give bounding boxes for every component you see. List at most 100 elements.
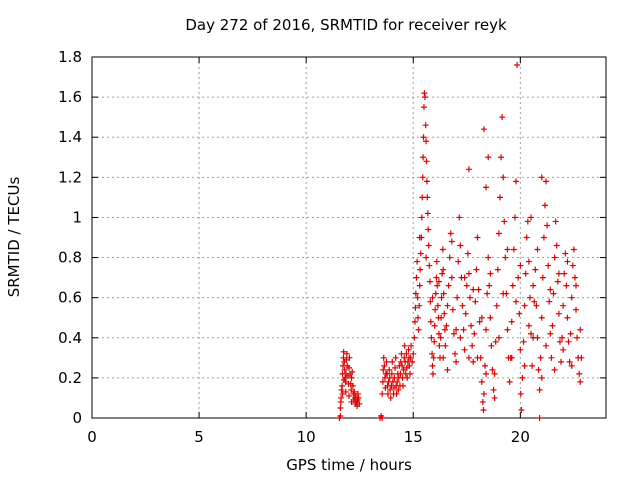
- data-point: [424, 194, 431, 201]
- data-point: [419, 194, 426, 201]
- data-point: [498, 154, 505, 161]
- data-point: [338, 394, 345, 401]
- data-point: [407, 354, 414, 361]
- data-point: [429, 294, 436, 301]
- data-point: [522, 270, 529, 277]
- data-point: [424, 210, 431, 217]
- data-point: [414, 314, 421, 321]
- data-point: [429, 370, 436, 377]
- data-point: [558, 358, 565, 365]
- data-point: [346, 392, 352, 399]
- data-point: [483, 326, 490, 333]
- data-point: [346, 354, 353, 361]
- data-point: [546, 298, 553, 305]
- data-point: [389, 358, 396, 365]
- data-point: [399, 382, 406, 389]
- data-point: [486, 282, 493, 289]
- data-point: [509, 282, 516, 289]
- data-point: [519, 374, 526, 381]
- data-point: [423, 158, 430, 165]
- data-point: [562, 250, 569, 257]
- data-point: [550, 290, 557, 297]
- data-point: [465, 166, 472, 173]
- data-point: [413, 274, 420, 281]
- data-point: [339, 382, 346, 389]
- data-point: [378, 412, 385, 419]
- data-point: [394, 378, 401, 385]
- data-point: [570, 246, 577, 253]
- data-point: [485, 154, 492, 161]
- data-point: [425, 226, 432, 233]
- data-point: [446, 254, 453, 261]
- data-point: [476, 318, 483, 325]
- data-point: [514, 62, 521, 69]
- data-point: [348, 398, 355, 405]
- data-point: [573, 306, 580, 313]
- data-point: [547, 286, 554, 293]
- x-tick-label: 10: [297, 428, 316, 446]
- data-point: [495, 334, 502, 341]
- data-point: [444, 302, 451, 309]
- data-point: [472, 298, 479, 305]
- data-point: [379, 390, 386, 397]
- data-point: [504, 246, 511, 253]
- data-point: [411, 318, 418, 325]
- data-point: [473, 266, 480, 273]
- y-tick-label: 0.4: [58, 329, 82, 347]
- data-point: [517, 346, 524, 353]
- data-point: [495, 230, 502, 237]
- data-point: [554, 278, 561, 285]
- data-point: [337, 404, 344, 411]
- data-point: [520, 338, 527, 345]
- data-points: [336, 62, 585, 421]
- data-point: [534, 246, 541, 253]
- data-point: [387, 394, 394, 401]
- data-point: [528, 214, 535, 221]
- data-point: [577, 326, 584, 333]
- data-point: [435, 278, 442, 285]
- data-point: [349, 368, 356, 375]
- data-point: [340, 376, 347, 383]
- data-point: [480, 126, 487, 133]
- data-point: [349, 382, 356, 389]
- data-point: [521, 362, 528, 369]
- data-point: [533, 302, 540, 309]
- data-point: [516, 310, 523, 317]
- data-point: [397, 370, 404, 377]
- data-point: [461, 346, 468, 353]
- data-point: [556, 338, 563, 345]
- data-point: [392, 354, 399, 361]
- data-point: [481, 362, 488, 369]
- data-point: [438, 314, 445, 321]
- data-point: [343, 350, 350, 357]
- data-point: [536, 386, 543, 393]
- x-tick-label: 15: [404, 428, 423, 446]
- data-point: [502, 254, 509, 261]
- data-point: [563, 282, 570, 289]
- data-point: [538, 374, 545, 381]
- data-point: [474, 354, 481, 361]
- data-point: [518, 406, 525, 413]
- data-point: [448, 238, 455, 245]
- data-point: [440, 354, 447, 361]
- data-point: [540, 234, 547, 241]
- data-point: [553, 242, 560, 249]
- data-point: [427, 318, 434, 325]
- data-point: [431, 322, 438, 329]
- data-point: [492, 338, 499, 345]
- x-tick-label: 20: [511, 428, 530, 446]
- data-point: [414, 294, 421, 301]
- data-point: [543, 342, 550, 349]
- data-point: [528, 330, 535, 337]
- data-point: [404, 374, 411, 381]
- data-point: [470, 358, 477, 365]
- data-point: [574, 334, 581, 341]
- data-point: [408, 342, 415, 349]
- data-point: [407, 370, 414, 377]
- data-point: [409, 358, 416, 365]
- data-point: [555, 270, 562, 277]
- data-point: [456, 214, 463, 221]
- data-point: [501, 218, 508, 225]
- data-point: [380, 366, 387, 373]
- data-point: [392, 364, 399, 371]
